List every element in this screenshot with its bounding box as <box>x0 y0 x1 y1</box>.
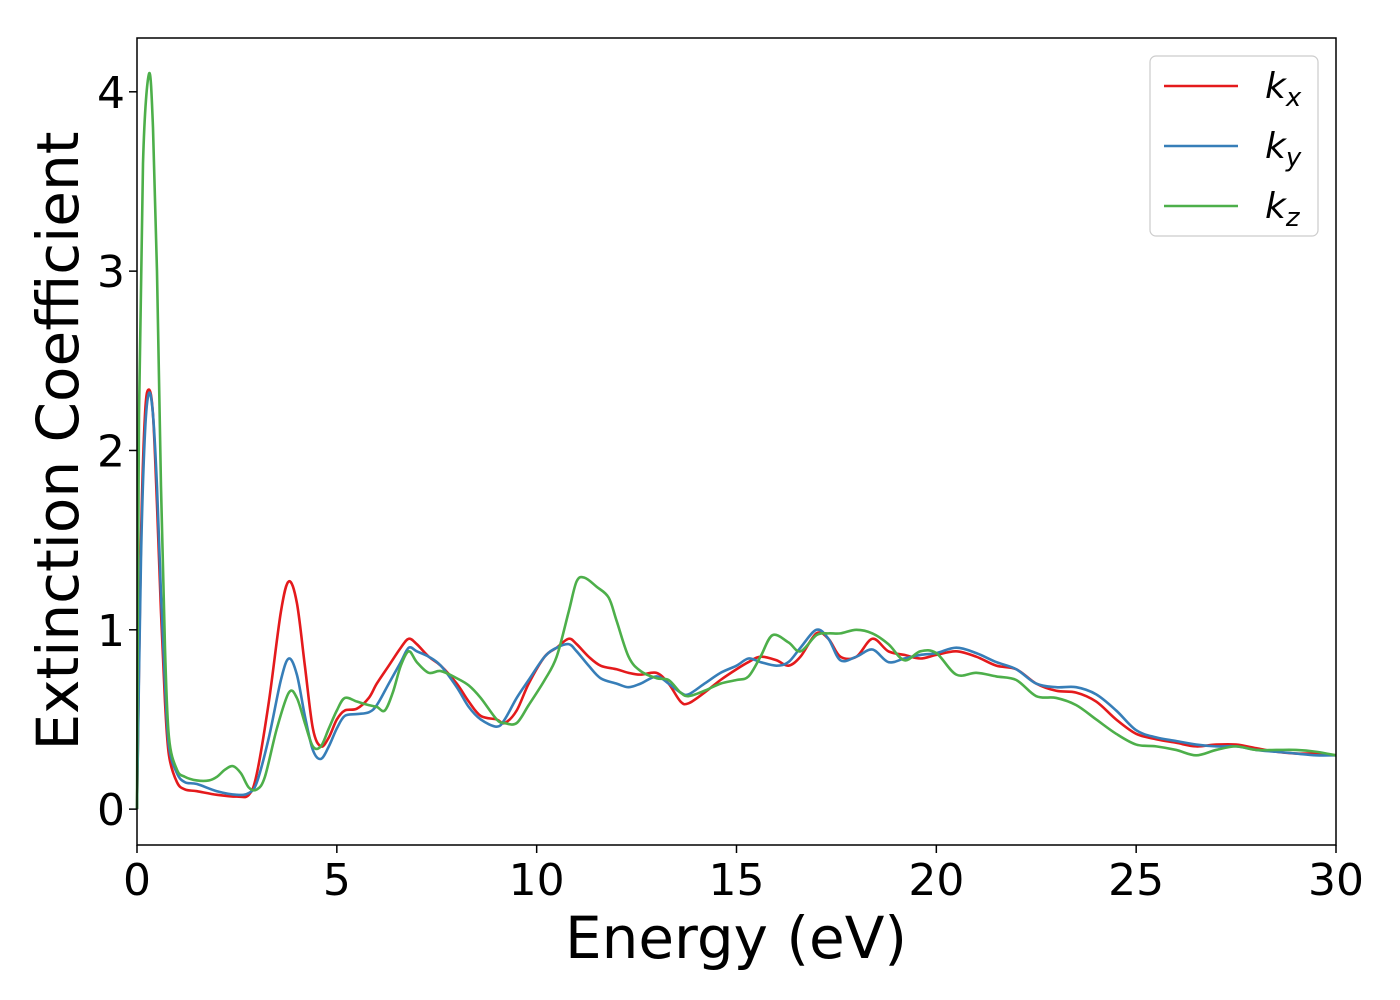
legend-label-ky: ky <box>1265 126 1302 173</box>
series-line-kz <box>135 71 1337 810</box>
y-axis-title: Extinction Coefficient <box>24 132 92 751</box>
y-tick-label: 4 <box>97 68 125 119</box>
legend: kx ky kz <box>1149 55 1319 237</box>
x-axis-title: Energy (eV) <box>565 904 907 972</box>
x-tick-label: 30 <box>1308 855 1364 906</box>
x-axis-ticks: 0 5 10 15 20 25 30 <box>123 845 1364 906</box>
y-tick-label: 3 <box>97 247 125 298</box>
legend-label-kx: kx <box>1265 66 1302 113</box>
x-tick-label: 15 <box>709 855 765 906</box>
y-tick-label: 1 <box>97 606 125 657</box>
x-tick-label: 10 <box>509 855 565 906</box>
x-tick-label: 20 <box>908 855 964 906</box>
y-tick-label: 0 <box>97 785 125 836</box>
x-tick-label: 5 <box>323 855 351 906</box>
series-line-ky <box>135 391 1337 810</box>
x-tick-label: 0 <box>123 855 151 906</box>
y-tick-label: 2 <box>97 426 125 477</box>
plot-lines <box>135 71 1337 810</box>
legend-label-kz: kz <box>1265 186 1301 233</box>
x-tick-label: 25 <box>1108 855 1164 906</box>
y-axis-ticks: 0 1 2 3 4 <box>97 68 137 836</box>
